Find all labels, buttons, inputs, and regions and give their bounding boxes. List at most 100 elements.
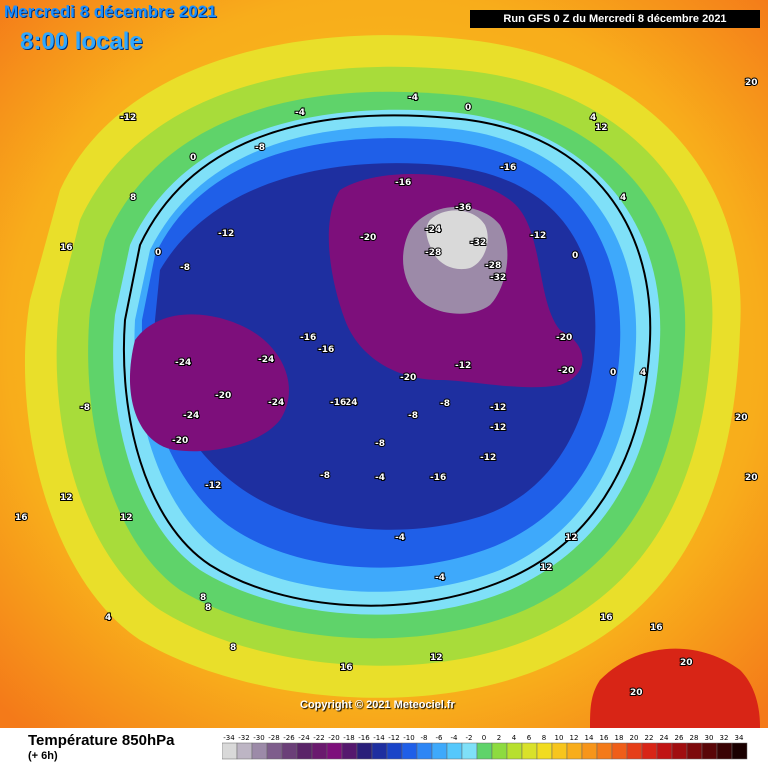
isotherm-label: -16 [330,398,346,408]
scale-tick-label: 30 [705,734,714,742]
isotherm-label: -24 [425,225,441,235]
isotherm-label: -20 [172,436,188,446]
scale-tick-label: -18 [343,734,354,742]
scale-swatch [371,742,388,760]
run-info: Run GFS 0 Z du Mercredi 8 décembre 2021 [470,10,760,28]
isotherm-label: -4 [395,533,405,543]
isotherm-label: 12 [430,653,443,663]
isotherm-label: 4 [105,613,111,623]
isotherm-label: 4 [620,193,626,203]
isotherm-label: -16 [318,345,334,355]
isotherm-label: -12 [490,403,506,413]
isotherm-label: 24 [345,398,358,408]
isotherm-label: -24 [183,411,199,421]
isotherm-label: 12 [595,123,608,133]
isotherm-label: -8 [255,143,265,153]
isotherm-labels: -36 -32 -28 -28 -32 -24 -20 -20 -24 -24 -20 -24 -20 -… [14,77,759,699]
isotherm-label: -28 [425,248,441,258]
scale-swatch [222,742,238,760]
isotherm-label: -8 [80,403,90,413]
isotherm-label: -20 [400,373,416,383]
scale-tick-label: -26 [283,734,295,742]
scale-swatch [401,742,418,760]
scale-tick-label: -2 [466,734,473,742]
isotherm-label: -16 [430,473,446,483]
scale-tick-label: 20 [630,734,639,742]
scale-swatch [731,742,748,760]
scale-tick-label: -22 [313,734,324,742]
scale-tick-label: 16 [600,734,609,742]
isotherm-label: -4 [435,573,445,583]
isotherm-label: -24 [268,398,284,408]
isotherm-label: -36 [455,203,471,213]
isotherm-label: -24 [175,358,191,368]
isotherm-label: 0 [610,368,616,378]
isotherm-label: 0 [190,153,196,163]
scale-swatch [626,742,643,760]
legend-footer: Température 850hPa (+ 6h) -34 -32 -30 -28 -2… [0,728,768,768]
scale-swatch [596,742,613,760]
scale-tick-label: -12 [388,734,399,742]
forecast-date: Mercredi 8 décembre 2021 [4,2,217,21]
temperature-map: -36 -32 -28 -28 -32 -24 -20 -20 -24 -24 -20 -24 -20 -… [0,0,768,728]
scale-tick-label: -30 [253,734,264,742]
scale-tick-label: -32 [238,734,249,742]
warm-zone-se [590,648,760,728]
isotherm-label: 16 [650,623,663,633]
scale-tick-label: 8 [542,734,546,742]
copyright: Copyright © 2021 Meteociel.fr [300,699,455,711]
scale-swatch [671,742,688,760]
isotherm-label: 0 [572,251,578,261]
isotherm-label: 20 [680,658,693,668]
isotherm-label: 20 [735,413,748,423]
isotherm-label: 12 [60,493,73,503]
scale-tick-label: -4 [451,734,459,742]
scale-swatch [296,742,313,760]
scale-tick-label: 18 [615,734,624,742]
isotherm-label: -12 [490,423,506,433]
isotherm-label: -8 [408,411,418,421]
scale-swatch [266,742,283,760]
isotherm-label: -16 [500,163,516,173]
scale-tick-label: -28 [268,734,279,742]
isotherm-label: -12 [455,361,471,371]
scale-tick-label: 10 [555,734,564,742]
scale-swatch [341,742,358,760]
scale-tick-label: 4 [512,734,517,742]
isotherm-label: 12 [120,513,133,523]
isotherm-label: -16 [395,178,411,188]
isotherm-label: -4 [408,93,418,103]
scale-tick-label: -8 [421,734,428,742]
isotherm-label: -20 [360,233,376,243]
scale-swatch [536,742,553,760]
isotherm-label: -28 [485,261,501,271]
isotherm-label: 16 [60,243,73,253]
isotherm-label: -8 [440,399,450,409]
isotherm-label: 16 [600,613,613,623]
scale-tick-label: -16 [358,734,370,742]
scale-tick-label: -6 [436,734,444,742]
map-canvas: -36 -32 -28 -28 -32 -24 -20 -20 -24 -24 -20 -24 -20 -… [0,0,768,728]
scale-tick-label: -20 [328,734,339,742]
isotherm-label: -8 [320,471,330,481]
isotherm-label: 8 [200,593,206,603]
isotherm-label: 8 [130,193,136,203]
isotherm-label: 8 [230,643,236,653]
isotherm-label: 12 [540,563,553,573]
isotherm-label: 12 [565,533,578,543]
isotherm-label: -12 [530,231,546,241]
cold-core-inner [426,210,488,270]
scale-tick-label: 34 [735,734,744,742]
scale-tick-label: 32 [720,734,729,742]
scale-tick-label: 2 [497,734,501,742]
scale-tick-label: 0 [482,734,486,742]
isotherm-label: -12 [205,481,221,491]
forecast-local-time: 8:00 locale [20,28,143,55]
isotherm-label: 0 [465,103,471,113]
scale-tick-label: 28 [690,734,699,742]
scale-swatch [506,742,523,760]
scale-swatch [431,742,448,760]
isotherm-label: 16 [15,513,28,523]
zero-isotherm-line [122,114,652,607]
scale-swatch [386,742,403,760]
